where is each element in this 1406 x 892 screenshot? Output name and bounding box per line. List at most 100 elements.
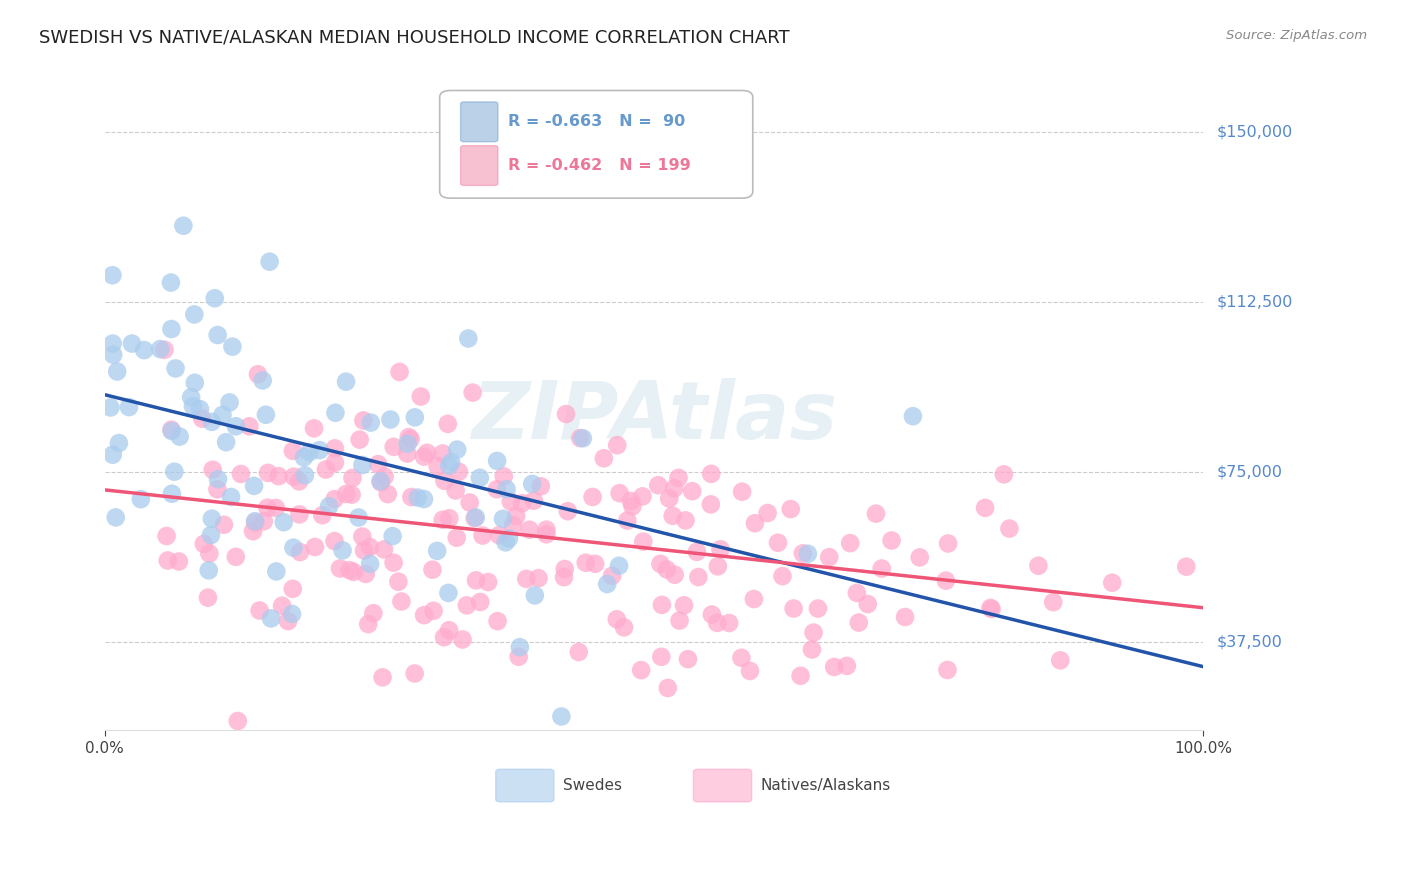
Point xyxy=(422,604,444,618)
Point xyxy=(219,490,242,504)
Point xyxy=(399,432,422,446)
Point xyxy=(160,487,183,501)
Point xyxy=(100,401,122,415)
Point xyxy=(246,368,269,382)
Point xyxy=(845,586,868,600)
Point xyxy=(458,495,481,509)
Point xyxy=(363,606,385,620)
Point xyxy=(292,450,315,465)
Point xyxy=(108,436,131,450)
Point xyxy=(1101,575,1123,590)
Point xyxy=(550,709,572,723)
Text: R = -0.663   N =  90: R = -0.663 N = 90 xyxy=(508,114,685,129)
Point xyxy=(672,599,695,613)
Point xyxy=(413,491,436,506)
Point xyxy=(238,419,260,434)
Point xyxy=(267,469,290,483)
Point xyxy=(259,254,281,268)
Point xyxy=(121,336,143,351)
Text: R = -0.462   N = 199: R = -0.462 N = 199 xyxy=(508,158,690,173)
Point xyxy=(323,534,346,549)
Point xyxy=(655,562,678,576)
Point xyxy=(606,438,628,452)
Point xyxy=(347,510,370,524)
Point xyxy=(568,645,591,659)
Point xyxy=(486,454,509,468)
Point xyxy=(801,642,824,657)
Point xyxy=(129,492,152,507)
Point xyxy=(818,550,841,565)
Point xyxy=(354,566,377,581)
Point xyxy=(413,450,436,464)
Point xyxy=(323,492,346,507)
Point xyxy=(492,469,515,483)
Point xyxy=(1042,595,1064,609)
Point xyxy=(382,440,405,454)
Point xyxy=(756,506,779,520)
Point xyxy=(742,592,765,607)
Point xyxy=(510,496,533,510)
Point xyxy=(936,536,959,550)
Point xyxy=(848,615,870,630)
Point xyxy=(181,399,204,413)
Point xyxy=(440,455,463,469)
FancyBboxPatch shape xyxy=(461,145,498,186)
Point xyxy=(396,446,419,460)
Point xyxy=(700,497,723,511)
Point xyxy=(1175,559,1198,574)
Point xyxy=(288,475,311,489)
Point xyxy=(461,385,484,400)
Point xyxy=(197,591,219,605)
Point xyxy=(404,410,426,425)
Point xyxy=(519,523,541,537)
Point xyxy=(149,342,172,356)
Point xyxy=(357,617,380,632)
Point xyxy=(155,529,177,543)
Point xyxy=(160,423,183,437)
Point xyxy=(264,501,287,516)
Point xyxy=(413,608,436,623)
Point xyxy=(633,534,655,549)
Point xyxy=(465,574,488,588)
Point xyxy=(101,336,124,351)
Point xyxy=(592,451,614,466)
Point xyxy=(242,524,264,539)
Point xyxy=(664,481,686,495)
Point xyxy=(359,540,381,554)
Point xyxy=(197,563,219,577)
Point xyxy=(359,557,381,571)
Point xyxy=(606,612,628,626)
Point xyxy=(160,424,183,438)
Point xyxy=(488,528,510,542)
Point xyxy=(803,625,825,640)
Point xyxy=(256,500,278,515)
Point xyxy=(730,650,752,665)
Point xyxy=(553,570,575,584)
Point xyxy=(374,469,396,483)
Point xyxy=(522,476,544,491)
Point xyxy=(225,419,247,434)
Point xyxy=(572,431,595,445)
Point xyxy=(101,348,124,362)
Point xyxy=(367,457,389,471)
Point xyxy=(342,565,364,579)
Point xyxy=(596,577,619,591)
Point xyxy=(668,614,690,628)
Point xyxy=(993,467,1015,482)
FancyBboxPatch shape xyxy=(461,102,498,142)
Point xyxy=(283,469,305,483)
Point xyxy=(437,624,460,638)
Point xyxy=(477,575,499,590)
Point xyxy=(252,374,274,388)
Point xyxy=(616,514,638,528)
Point xyxy=(657,681,679,695)
Point xyxy=(315,462,337,476)
Point xyxy=(229,467,252,481)
FancyBboxPatch shape xyxy=(440,90,752,198)
Point xyxy=(456,599,478,613)
Point xyxy=(557,504,579,518)
Point xyxy=(998,522,1021,536)
Point xyxy=(509,640,531,655)
Point xyxy=(505,509,527,524)
Point xyxy=(446,531,468,545)
